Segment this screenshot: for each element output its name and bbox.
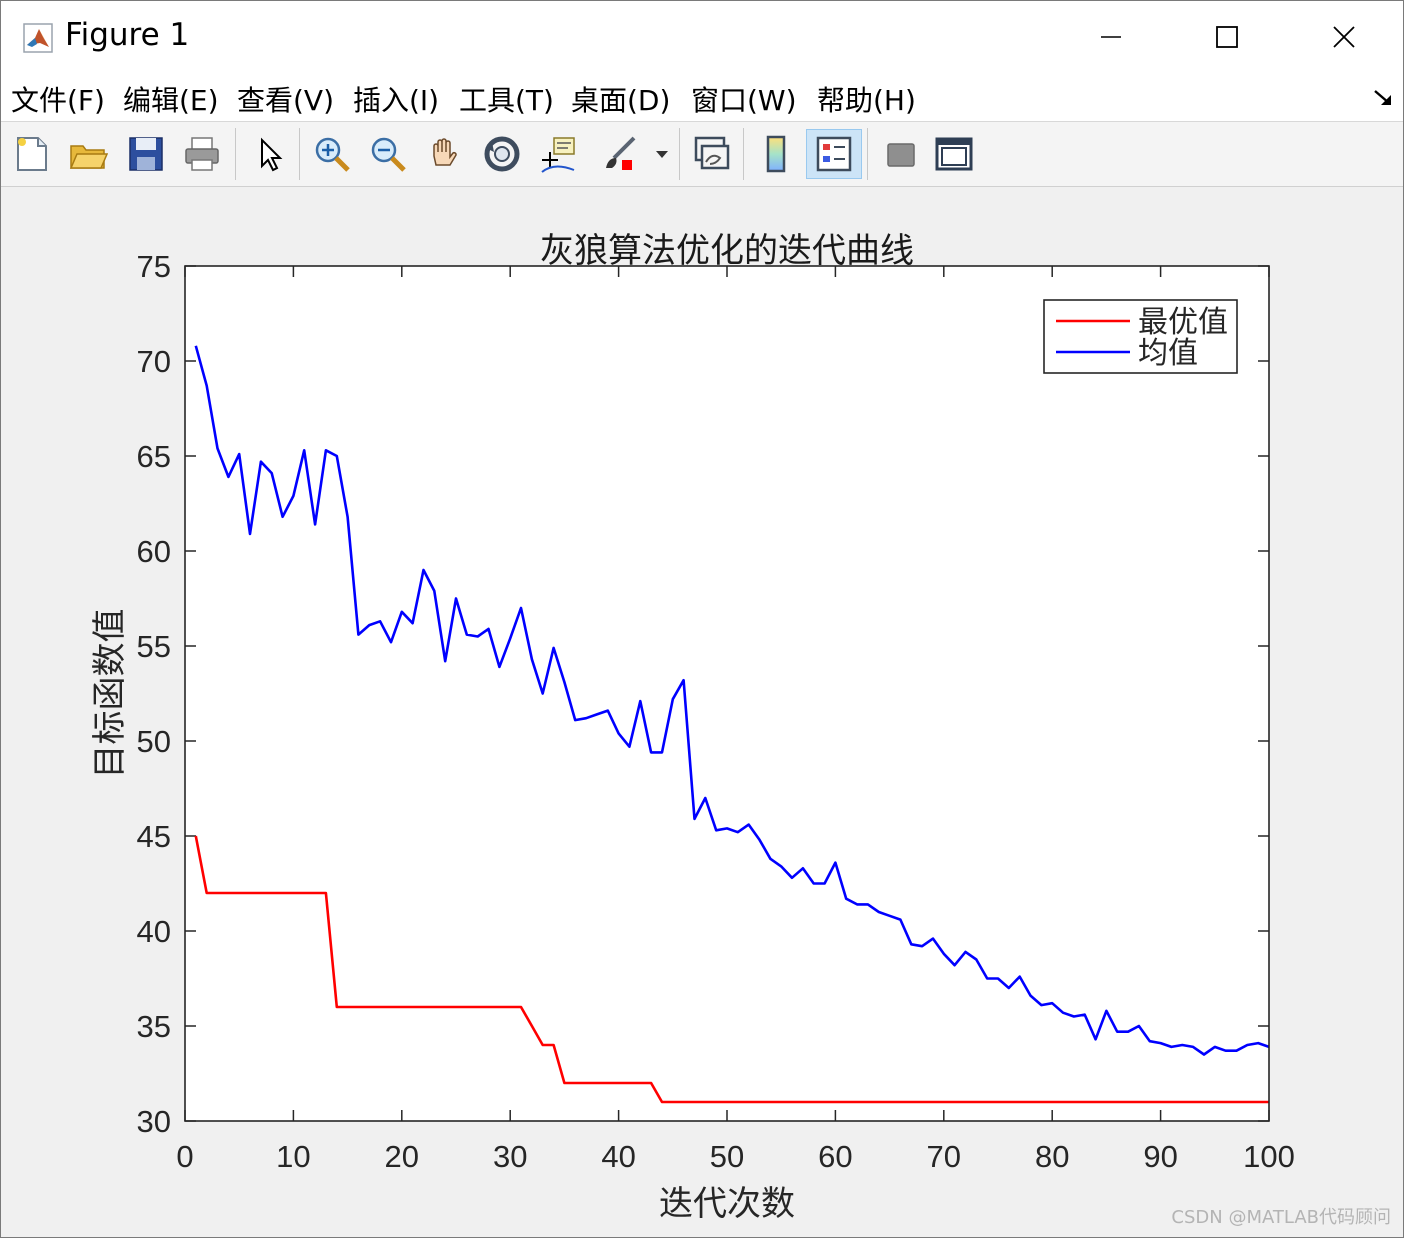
zoom-out-icon (371, 137, 406, 172)
toolbar-separator (679, 128, 680, 180)
brush-dropdown-button[interactable] (647, 129, 677, 179)
link-plot-button[interactable] (687, 129, 737, 179)
menu-desktop[interactable]: 桌面(D) (571, 84, 671, 117)
matlab-logo-icon (23, 23, 53, 53)
x-tick-label: 30 (493, 1139, 527, 1174)
hide-plot-tools-button[interactable] (875, 129, 925, 179)
brush-button[interactable] (595, 129, 645, 179)
chart-title: 灰狼算法优化的迭代曲线 (540, 231, 914, 271)
zoom-in-icon (315, 137, 350, 172)
figure-canvas: 0 10 20 30 40 50 60 70 80 90 100 30 35 40 45 50 55 60 65 70… (1, 187, 1403, 1237)
menu-help[interactable]: 帮助(H) (817, 84, 916, 117)
legend-button[interactable] (806, 129, 862, 179)
x-tick-label: 40 (601, 1139, 635, 1174)
watermark-text: CSDN @MATLAB代码顾问 (1171, 1207, 1391, 1228)
pointer-button[interactable] (243, 129, 293, 179)
menu-window[interactable]: 窗口(W) (691, 84, 797, 117)
minimize-button[interactable] (1053, 1, 1169, 73)
legend-box (1043, 299, 1238, 374)
y-tick-label: 30 (137, 1104, 171, 1139)
pan-button[interactable] (419, 129, 469, 179)
menu-edit[interactable]: 编辑(E) (123, 84, 219, 117)
y-axis-label: 目标函数值 (90, 609, 130, 779)
show-plot-tools-icon (935, 137, 973, 171)
minimize-icon (1101, 36, 1121, 38)
title-bar[interactable]: Figure 1 (1, 1, 1403, 73)
y-tick-label: 35 (137, 1009, 171, 1044)
toolbar (1, 121, 1403, 187)
toolbar-separator (299, 128, 300, 180)
series-line-1 (194, 345, 1270, 1056)
open-file-icon (69, 145, 108, 169)
new-figure-icon (17, 137, 47, 171)
y-tick-label: 50 (137, 724, 171, 759)
x-tick-label: 20 (385, 1139, 419, 1174)
toolbar-separator (743, 128, 744, 180)
maximize-icon (1216, 26, 1238, 48)
x-tick-label: 80 (1035, 1139, 1069, 1174)
new-figure-button[interactable] (7, 129, 57, 179)
hide-plot-tools-icon (887, 143, 915, 167)
y-tick-label: 70 (137, 344, 171, 379)
y-tick-label: 45 (137, 819, 171, 854)
menu-tools[interactable]: 工具(T) (459, 84, 554, 117)
brush-icon (606, 136, 636, 170)
close-button[interactable] (1286, 1, 1402, 73)
zoom-in-button[interactable] (307, 129, 357, 179)
pan-hand-icon (433, 138, 457, 166)
plot-area (185, 266, 1269, 1121)
chevron-down-icon (656, 151, 668, 158)
colorbar-icon (766, 135, 786, 173)
axes-box (184, 265, 1270, 1122)
y-tick-label: 65 (137, 439, 171, 474)
menu-insert[interactable]: 插入(I) (353, 84, 440, 117)
legend-icon (816, 136, 852, 172)
zoom-out-button[interactable] (363, 129, 413, 179)
toolbar-separator (867, 128, 868, 180)
dock-figure-icon[interactable] (1371, 85, 1395, 109)
x-tick-label: 70 (927, 1139, 961, 1174)
menu-file[interactable]: 文件(F) (11, 84, 105, 117)
colorbar-button[interactable] (751, 129, 801, 179)
pointer-icon (261, 137, 283, 172)
toolbar-separator (235, 128, 236, 180)
x-tick-label: 90 (1143, 1139, 1177, 1174)
x-tick-label: 50 (710, 1139, 744, 1174)
open-file-button[interactable] (63, 129, 113, 179)
menu-view[interactable]: 查看(V) (237, 84, 335, 117)
y-tick-label: 60 (137, 534, 171, 569)
save-button[interactable] (121, 129, 171, 179)
line-chart: 0 10 20 30 40 50 60 70 80 90 100 30 35 40 45 50 55 60 65 70… (90, 231, 1295, 1224)
rotate-3d-button[interactable] (477, 129, 527, 179)
x-tick-label: 10 (276, 1139, 310, 1174)
y-tick-label: 40 (137, 914, 171, 949)
link-plot-icon (694, 136, 730, 170)
close-icon (1333, 26, 1355, 48)
data-cursor-icon (541, 137, 575, 173)
y-tick-label: 75 (137, 249, 171, 284)
rotate-3d-icon (484, 136, 520, 172)
print-button[interactable] (177, 129, 227, 179)
legend-label-1: 均值 (1138, 336, 1198, 371)
y-tick-label: 55 (137, 629, 171, 664)
x-tick-label: 0 (176, 1139, 193, 1174)
window-title: Figure 1 (65, 17, 190, 53)
save-icon (129, 137, 163, 171)
maximize-button[interactable] (1169, 1, 1285, 73)
x-tick-label: 60 (818, 1139, 852, 1174)
legend-label-0: 最优值 (1138, 305, 1228, 340)
x-axis-label: 迭代次数 (659, 1184, 795, 1224)
show-plot-tools-button[interactable] (929, 129, 979, 179)
menu-bar: 文件(F) 编辑(E) 查看(V) 插入(I) 工具(T) 桌面(D) 窗口(W… (1, 73, 1403, 121)
data-cursor-button[interactable] (533, 129, 583, 179)
series-line-0 (194, 835, 1269, 1104)
x-tick-label: 100 (1243, 1139, 1295, 1174)
print-icon (185, 137, 219, 171)
